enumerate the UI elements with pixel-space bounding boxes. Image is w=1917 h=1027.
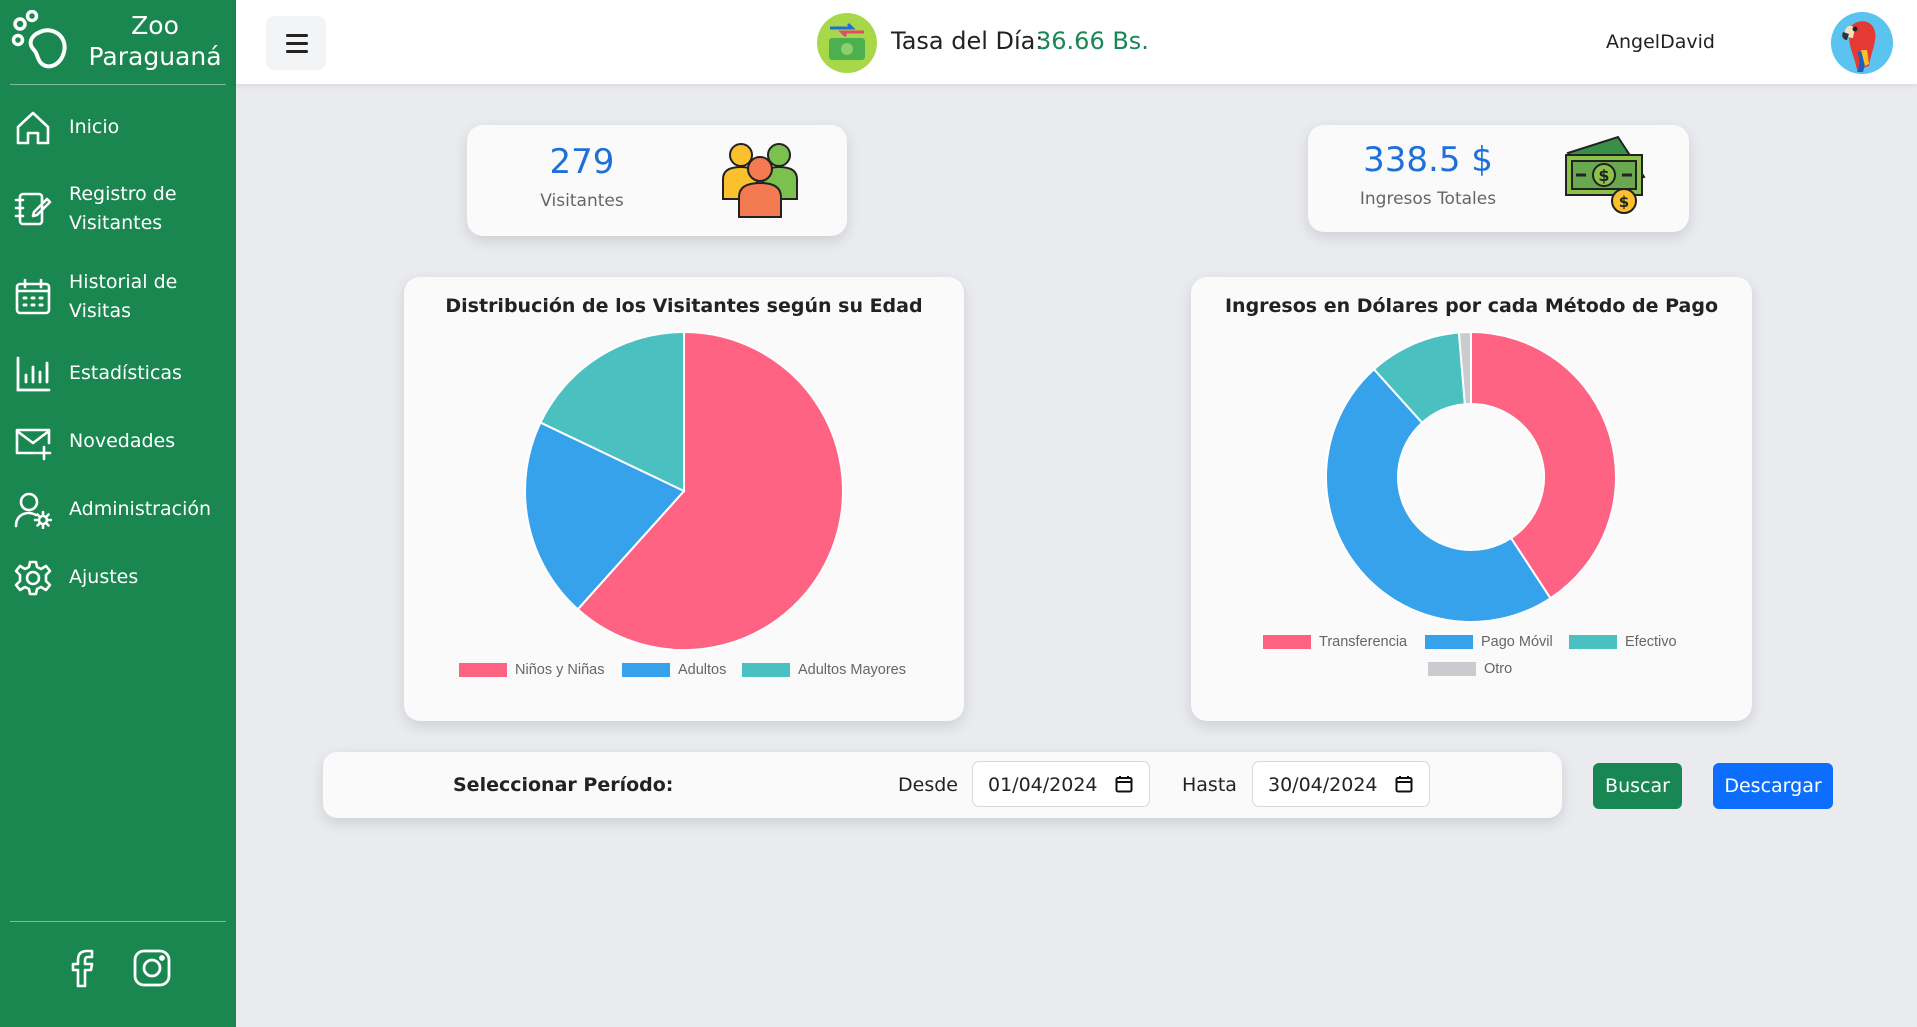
brand[interactable]: Zoo Paraguaná [0, 0, 236, 84]
to-date-value: 30/04/2024 [1268, 774, 1378, 796]
to-date-input[interactable]: 30/04/2024 [1252, 761, 1430, 807]
payment-method-chart-card: Ingresos en Dólares por cada Método de P… [1191, 277, 1752, 721]
gear-icon [14, 560, 52, 596]
search-button[interactable]: Buscar [1593, 763, 1682, 809]
age-pie-slice-adultos[interactable] [524, 421, 686, 611]
legend-item-otro[interactable]: Otro [1428, 661, 1512, 677]
from-date-input[interactable]: 01/04/2024 [972, 761, 1150, 807]
legend-label: Adultos [678, 662, 727, 678]
sidebar-item-inicio[interactable]: Inicio [0, 106, 236, 150]
legend-item-adultos-mayores[interactable]: Adultos Mayores [742, 662, 906, 678]
legend-item-transferencia[interactable]: Transferencia [1263, 634, 1407, 650]
legend-swatch [622, 663, 670, 677]
age-distribution-chart-card: Distribución de los Visitantes según su … [404, 277, 964, 721]
calendar-icon[interactable] [1115, 775, 1133, 793]
sidebar: Zoo Paraguaná Inicio Registro de Visitan… [0, 0, 236, 1027]
sidebar-item-label: Novedades [69, 430, 176, 452]
stat-card-income: 338.5 $ Ingresos Totales $ $ [1308, 125, 1689, 232]
svg-text:$: $ [1619, 193, 1629, 211]
period-filter-bar: Seleccionar Período: Desde 01/04/2024 Ha… [323, 752, 1562, 818]
stat-value: 279 [549, 142, 615, 182]
legend-label: Efectivo [1625, 634, 1677, 650]
sidebar-item-ajustes[interactable]: Ajustes [0, 556, 236, 600]
hamburger-icon [286, 34, 308, 37]
legend-label: Otro [1484, 661, 1513, 677]
avatar[interactable] [1831, 12, 1893, 74]
sidebar-divider [10, 921, 226, 922]
legend-label: Pago Móvil [1481, 634, 1553, 650]
brand-line-2: Paraguaná [88, 42, 222, 71]
legend-label: Transferencia [1319, 634, 1408, 650]
from-label: Desde [898, 774, 958, 796]
legend-swatch [742, 663, 790, 677]
legend-item-adultos[interactable]: Adultos [622, 662, 726, 678]
sidebar-item-novedades[interactable]: Novedades [0, 420, 236, 464]
sidebar-item-registro[interactable]: Registro de Visitantes [0, 178, 236, 240]
legend-swatch [1263, 635, 1311, 649]
svg-text:$: $ [1598, 166, 1609, 185]
hamburger-icon [286, 50, 308, 53]
legend-label: Niños y Niñas [515, 662, 605, 678]
money-icon: $ $ [1565, 135, 1646, 214]
download-button[interactable]: Descargar [1713, 763, 1833, 809]
legend-item-efectivo[interactable]: Efectivo [1569, 634, 1677, 650]
parrot-icon [1831, 12, 1893, 74]
notebook-edit-icon [14, 192, 52, 226]
sidebar-divider [10, 84, 226, 85]
stat-value: 338.5 $ [1363, 140, 1493, 180]
sidebar-item-administracion[interactable]: Administración [0, 488, 236, 532]
exchange-rate-icon [817, 13, 877, 73]
from-date-value: 01/04/2024 [988, 774, 1098, 796]
brand-name: Zoo Paraguaná [86, 10, 224, 72]
menu-toggle-button[interactable] [266, 16, 326, 70]
age-pie-chart[interactable] [404, 277, 964, 657]
period-label: Seleccionar Período: [453, 774, 674, 796]
calendar-icon[interactable] [1395, 775, 1413, 793]
sidebar-item-label: Registro de Visitantes [69, 183, 177, 234]
stat-card-visitors: 279 Visitantes [467, 125, 847, 236]
chart-title: Ingresos en Dólares por cada Método de P… [1224, 295, 1719, 317]
topbar: Tasa del Día: 36.66 Bs. AngelDavid [236, 0, 1917, 84]
legend-swatch [459, 663, 507, 677]
legend-swatch [1425, 635, 1473, 649]
sidebar-item-historial[interactable]: Historial de Visitas [0, 266, 236, 328]
sidebar-item-label: Ajustes [69, 566, 139, 588]
hamburger-icon [286, 42, 308, 45]
brand-line-1: Zoo [131, 11, 179, 40]
username: AngelDavid [1606, 31, 1715, 53]
sidebar-item-label: Administración [69, 498, 212, 520]
to-label: Hasta [1182, 774, 1237, 796]
bar-chart-icon [16, 356, 51, 392]
sidebar-item-label: Estadísticas [69, 362, 182, 384]
payment-doughnut-chart[interactable] [1191, 277, 1752, 637]
age-pie-slice-niños-y-niñas[interactable] [576, 330, 844, 651]
calendar-icon [15, 278, 51, 315]
legend-item-pago-movil[interactable]: Pago Móvil [1425, 634, 1553, 650]
sidebar-item-label: Historial de Visitas [69, 271, 178, 322]
chart-title: Distribución de los Visitantes según su … [445, 295, 923, 317]
sidebar-item-label: Inicio [69, 116, 120, 138]
payment-doughnut-slice-pago-móvil[interactable] [1325, 367, 1552, 623]
instagram-icon[interactable] [132, 948, 172, 988]
stat-label: Ingresos Totales [1359, 189, 1497, 209]
house-icon [16, 111, 50, 145]
stat-label: Visitantes [540, 191, 624, 211]
facebook-icon[interactable] [62, 948, 102, 988]
sidebar-item-estadisticas[interactable]: Estadísticas [0, 352, 236, 396]
payment-doughnut-slice-otro[interactable] [1457, 330, 1472, 406]
legend-label: Adultos Mayores [798, 662, 906, 678]
legend-swatch [1569, 635, 1617, 649]
mail-plus-icon [15, 428, 52, 461]
people-group-icon [722, 143, 798, 218]
exchange-rate-label: Tasa del Día: [891, 27, 1044, 55]
user-gear-icon [14, 492, 52, 529]
payment-doughnut-slice-transferencia[interactable] [1470, 330, 1617, 600]
age-pie-slice-adultos-mayores[interactable] [539, 330, 685, 493]
legend-item-ninos[interactable]: Niños y Niñas [459, 662, 604, 678]
exchange-rate-value: 36.66 Bs. [1036, 27, 1149, 55]
legend-swatch [1428, 662, 1476, 676]
paw-logo-icon [11, 10, 67, 69]
